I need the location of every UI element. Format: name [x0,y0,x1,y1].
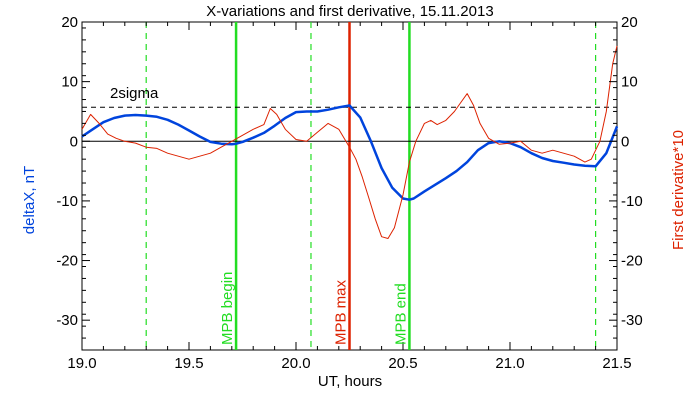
y-tick-label-right: -10 [621,193,643,210]
y-axis-label-left: deltaX, nT [21,166,38,234]
mpb-marker-label-1: MPB max [333,279,350,345]
x-axis-label: UT, hours [318,373,382,390]
reference-lines [82,106,617,142]
series-line-derivative [81,45,618,239]
x-tick-label: 19.5 [174,355,203,372]
mpb-marker-label-2: MPB end [392,283,409,345]
x-tick-label: 21.0 [495,355,524,372]
threshold-label: 2sigma [110,85,159,102]
y-tick-label-right: 0 [621,133,629,150]
chart-title: X-variations and first derivative, 15.11… [206,3,493,20]
mpb-marker-label-0: MPB begin [219,272,236,345]
y-tick-label-left: -10 [56,193,78,210]
y-tick-label-right: 20 [621,14,638,31]
x-tick-label: 20.0 [281,355,310,372]
y-axis-label-right: First derivative*10 [670,130,687,250]
series-line-deltaX [81,104,619,201]
x-tick-label: 20.5 [388,355,417,372]
vertical-lines [145,22,597,350]
y-tick-label-right: -30 [621,312,643,329]
y-tick-label-right: 10 [621,74,638,91]
marker-labels: MPB begin MPB max MPB end [219,272,409,345]
x-tick-label: 21.5 [602,355,631,372]
y-tick-label-left: 10 [61,74,78,91]
x-tick-label: 19.0 [67,355,96,372]
series-group [81,45,619,239]
axis-ticks: 19.0 19.5 20.0 20.5 21.0 21.5 -30 -30 -20 -20 -10 -… [56,14,642,372]
y-tick-label-left: -30 [56,312,78,329]
y-tick-label-left: 0 [70,133,78,150]
y-tick-label-right: -20 [621,253,643,270]
y-tick-label-left: 20 [61,14,78,31]
y-tick-label-left: -20 [56,253,78,270]
